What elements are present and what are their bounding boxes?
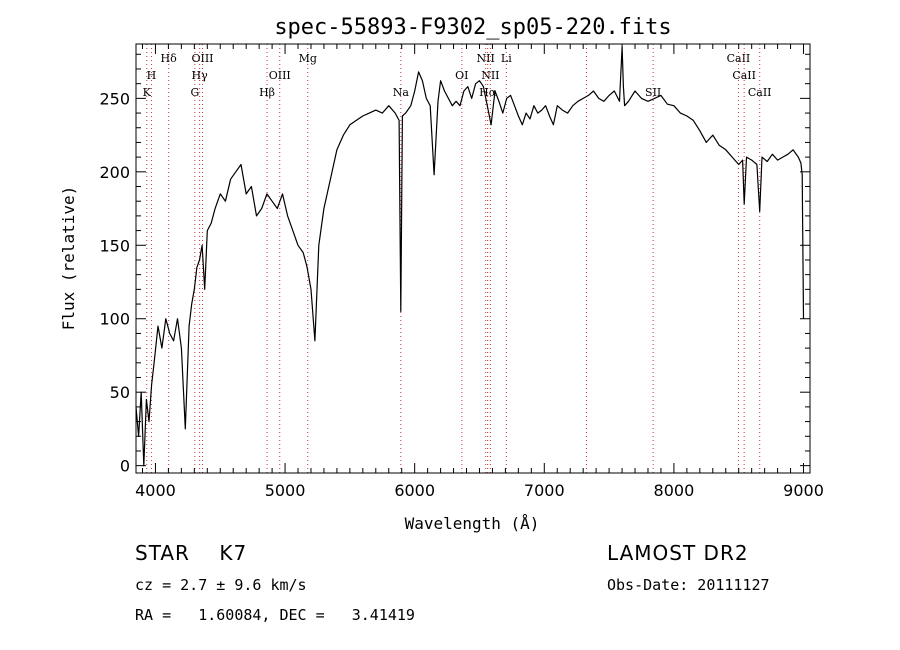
- spectral-line-label: NII: [477, 52, 495, 65]
- spectral-line-label: NII: [481, 69, 499, 82]
- x-tick-label: 5000: [265, 481, 306, 500]
- redshift-velocity: cz = 2.7 ± 9.6 km/s: [135, 576, 307, 594]
- x-axis-label: Wavelength (Å): [405, 514, 540, 533]
- y-tick-label: 100: [99, 310, 130, 329]
- x-tick-label: 8000: [654, 481, 695, 500]
- y-tick-label: 150: [99, 236, 130, 255]
- spectral-line-label: Hγ: [192, 69, 209, 82]
- spectral-line-label: K: [143, 86, 152, 99]
- axes: 4000 5000 6000 7000 8000 9000 0 50 100 150 200 250: [99, 43, 824, 500]
- spectral-line-label: H: [147, 69, 157, 82]
- y-tick-label: 200: [99, 163, 130, 182]
- spectral-line-label: OIII: [269, 69, 291, 82]
- survey-name: LAMOST DR2: [607, 541, 749, 565]
- spectral-line-label: G: [190, 86, 199, 99]
- chart-title: spec-55893-F9302_sp05-220.fits: [274, 15, 671, 40]
- x-tick-label: 6000: [394, 481, 435, 500]
- spectral-line-label: Li: [501, 52, 512, 65]
- plot-frame: [135, 43, 811, 474]
- spectral-line-label: Hδ: [161, 52, 178, 65]
- spectral-line-label: OI: [455, 69, 468, 82]
- spectrum-series: [135, 46, 805, 467]
- spectral-line-label: Na: [393, 86, 410, 99]
- observation-date: Obs-Date: 20111127: [607, 576, 770, 594]
- x-tick-label: 4000: [135, 481, 176, 500]
- y-axis-label: Flux (relative): [59, 186, 78, 331]
- spectral-line-label: CaII: [732, 69, 756, 82]
- star-classification: STAR K7: [135, 541, 248, 565]
- spectral-line-label: OIII: [191, 52, 213, 65]
- spectral-line-label: Mg: [299, 52, 317, 65]
- spectral-line-label: SII: [645, 86, 661, 99]
- spectral-line-markers: KHHδGHγOIIIHβOIIIMgNaOINIIHαNIILiSIICaII…: [143, 44, 772, 473]
- y-tick-label: 0: [120, 457, 130, 476]
- y-tick-label: 250: [99, 89, 130, 108]
- spectrum-line: [135, 46, 805, 467]
- spectral-line-label: CaII: [727, 52, 751, 65]
- y-tick-label: 50: [110, 383, 130, 402]
- spectral-line-label: CaII: [748, 86, 772, 99]
- spectral-line-label: Hβ: [259, 86, 275, 99]
- ra-dec-coordinates: RA = 1.60084, DEC = 3.41419: [135, 606, 415, 624]
- x-tick-label: 7000: [524, 481, 565, 500]
- x-tick-label: 9000: [783, 481, 824, 500]
